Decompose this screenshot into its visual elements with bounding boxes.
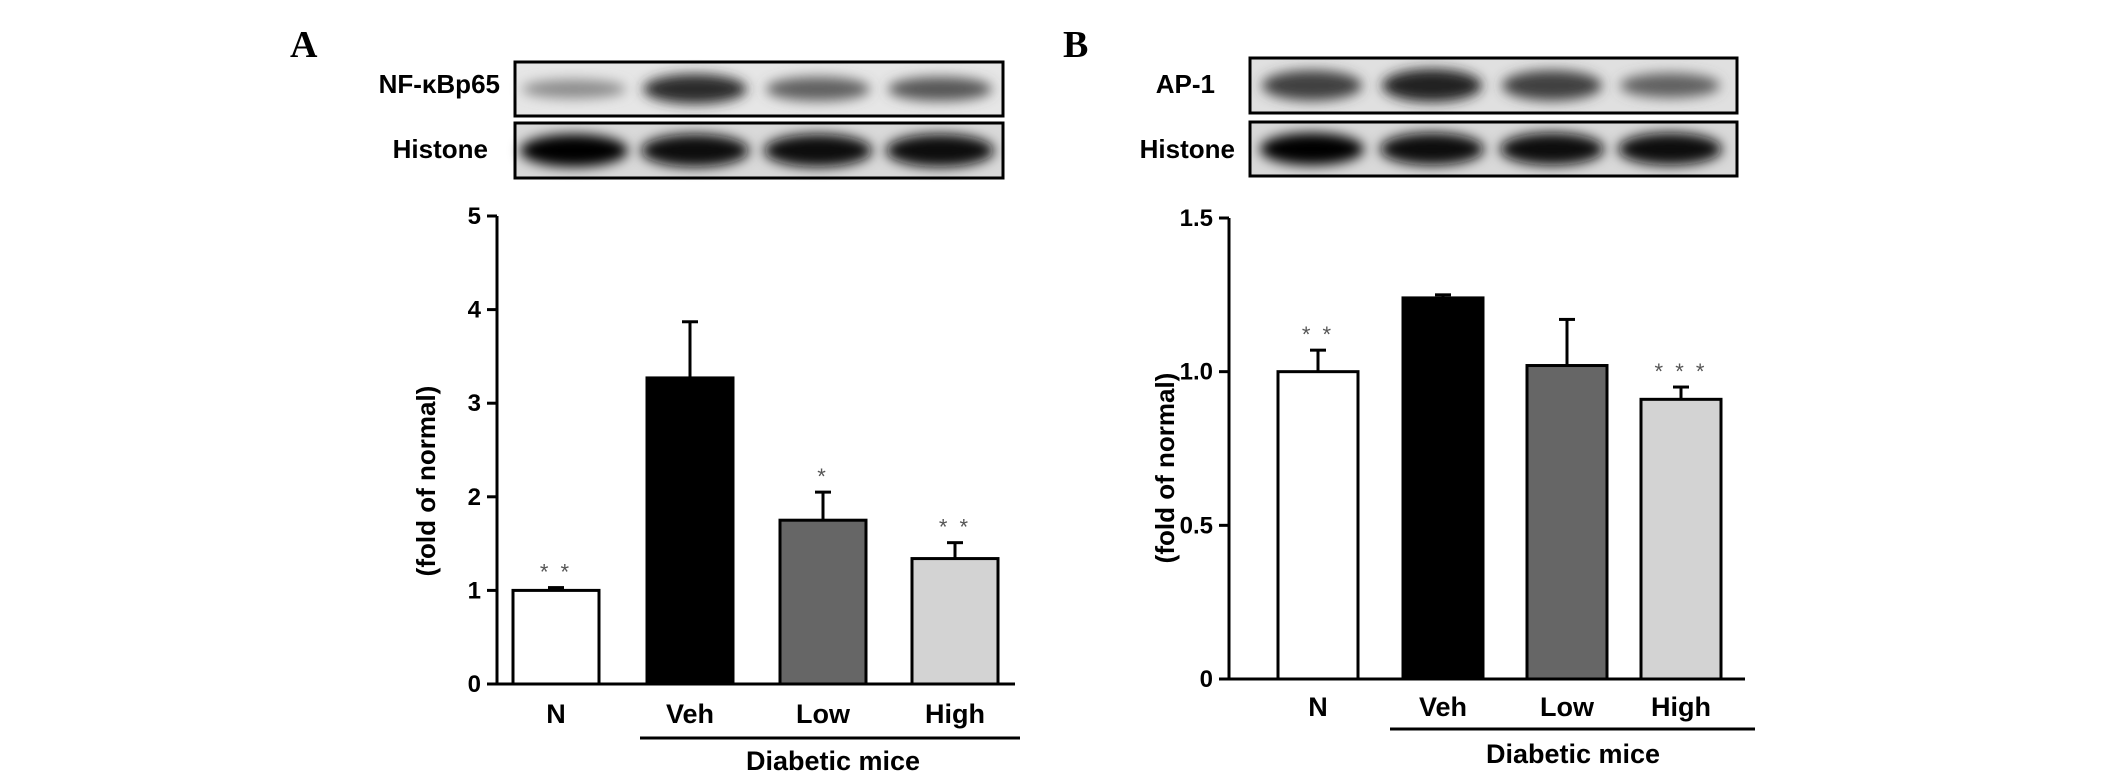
- panel-a-bar-veh: [645, 376, 735, 686]
- panel-b-blot-2-band-4: [1618, 132, 1722, 166]
- panel-b-blot-1-bands: [1262, 69, 1720, 102]
- panel-b-blot-2-bands: [1260, 132, 1722, 166]
- panel-b-group-label: Diabetic mice: [1486, 739, 1660, 769]
- panel-b-letter: B: [1063, 24, 1088, 66]
- panel-a-group-label: Diabetic mice: [746, 746, 920, 776]
- panel-a-y-tick-label: 1: [468, 577, 481, 604]
- panel-a-y-tick-label: 5: [468, 203, 481, 230]
- panel-b-blot-1-band-3: [1502, 70, 1602, 101]
- panel-b-bar-high: [1639, 397, 1723, 681]
- panel-b-blot-1-band-4: [1620, 73, 1720, 98]
- panel-a-category-label: High: [925, 699, 985, 729]
- panel-a-blot-2-label: Histone: [393, 134, 488, 164]
- panel-a-blot-2-band-2: [641, 134, 749, 167]
- panel-b-y-tick-label: 0: [1200, 666, 1213, 693]
- panel-b-y-axis-label: (fold of normal): [1150, 373, 1180, 564]
- panel-b-significance-marker: * *: [1302, 322, 1334, 347]
- panel-b-blot-1-band-1: [1262, 70, 1362, 101]
- panel-b-y-tick-label: 1.0: [1180, 359, 1213, 386]
- panel-b-category-label: High: [1651, 692, 1711, 722]
- panel-b-blot-2-label: Histone: [1140, 134, 1235, 164]
- panel-a-y-tick-label: 2: [468, 484, 481, 511]
- panel-a-y-axis-label: (fold of normal): [411, 386, 441, 577]
- panel-a-blot-2-band-1: [520, 134, 628, 167]
- panel-a-category-label: Low: [796, 699, 851, 729]
- panel-b-chart: 0 0.5 1.0 1.5 * * N Veh Low * * * High: [1180, 205, 1745, 722]
- panel-a-y-tick-label: 0: [468, 671, 481, 698]
- panel-b-blot-2-band-2: [1380, 132, 1484, 166]
- panel-a-blot-1-label: NF-κBp65: [379, 69, 500, 99]
- panel-a-y-tick-label: 3: [468, 390, 481, 417]
- panel-b-bar-n: [1276, 370, 1360, 681]
- panel-b-significance-marker: * * *: [1655, 359, 1708, 384]
- panel-a-blot-1-band-2: [643, 74, 747, 104]
- panel-a-blot-1-band-4: [888, 76, 992, 102]
- panel-a-bar-n: [511, 588, 601, 686]
- panel-a-y-tick-label: 4: [468, 297, 482, 324]
- panel-a-blot-1-bands: [522, 74, 992, 104]
- panel-a-blot-2-band-4: [886, 134, 994, 167]
- panel-a-blot-2-bands: [520, 134, 994, 167]
- panel-b-blot-1-label: AP-1: [1156, 69, 1215, 99]
- panel-b-blot-2-band-1: [1260, 132, 1364, 166]
- panel-a-significance-marker: *: [817, 464, 829, 489]
- panel-b-y-tick-label: 1.5: [1180, 205, 1213, 232]
- panel-b: B AP-1 Histone (fold of normal) 0 0.5 1.0 1…: [1063, 24, 1755, 769]
- panel-b-category-label: N: [1308, 692, 1328, 722]
- panel-a-blot-1-band-3: [766, 76, 870, 102]
- panel-a-blot-2-band-3: [764, 134, 872, 167]
- panel-a-blot-1-band-1: [522, 79, 626, 99]
- panel-b-y-tick-label: 0.5: [1180, 512, 1213, 539]
- panel-b-bar-low: [1525, 364, 1609, 681]
- panel-a-chart: 0 1 2 3 4 5 * * N Veh * Low * * High: [468, 203, 1015, 729]
- panel-a-bar-high: [910, 557, 1000, 686]
- panel-a-category-label: Veh: [666, 699, 714, 729]
- panel-b-blot-2-band-3: [1500, 132, 1604, 166]
- panel-b-category-label: Low: [1540, 692, 1595, 722]
- panel-b-category-label: Veh: [1419, 692, 1467, 722]
- panel-b-blot-1-band-2: [1382, 69, 1482, 102]
- panel-a-significance-marker: * *: [939, 515, 971, 540]
- panel-a-significance-marker: * *: [540, 560, 572, 585]
- panel-a-bar-low: [778, 518, 868, 686]
- panel-a-letter: A: [290, 24, 318, 66]
- panel-b-bar-veh: [1401, 296, 1485, 681]
- panel-a: A NF-κBp65 Histone (fold of normal) 0 1 2 3…: [290, 24, 1020, 776]
- panel-a-category-label: N: [546, 699, 566, 729]
